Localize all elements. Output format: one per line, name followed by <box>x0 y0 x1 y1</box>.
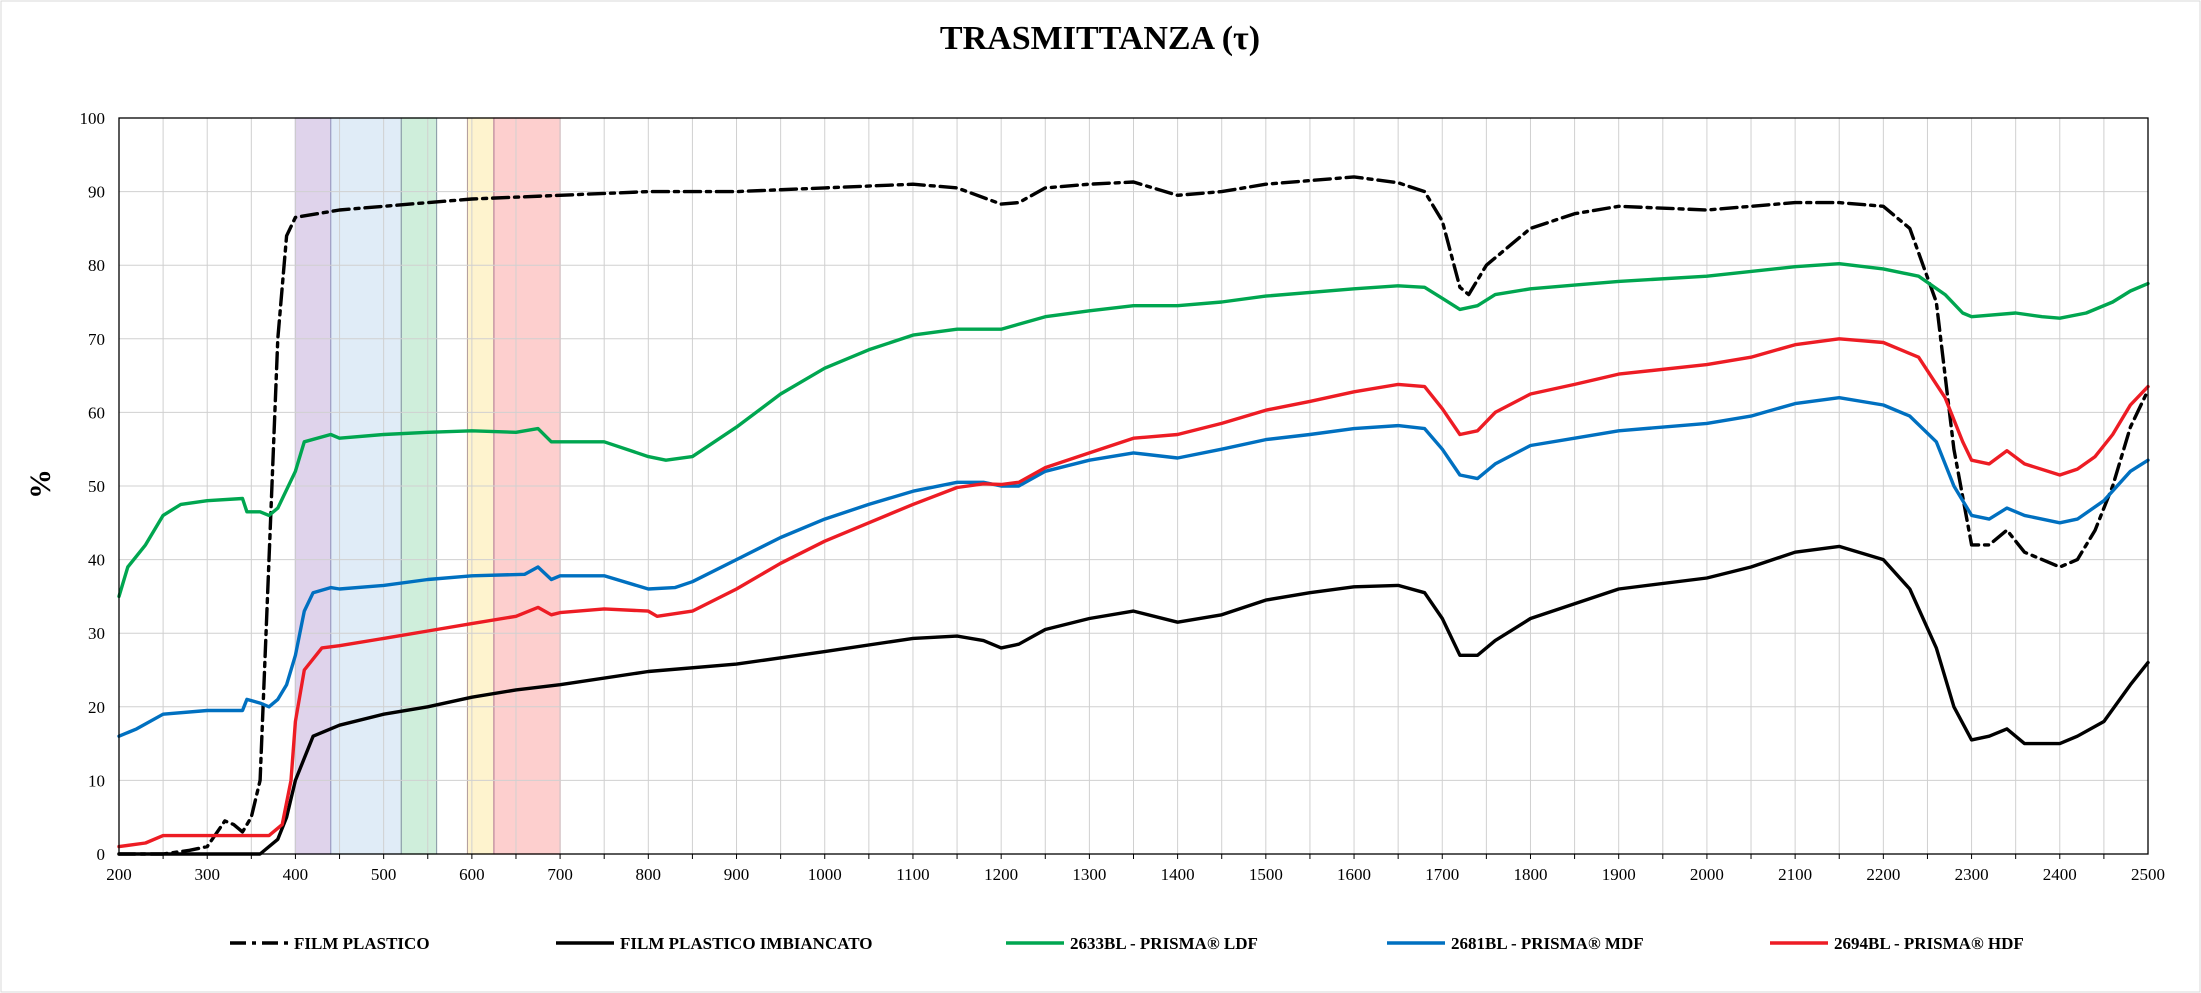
x-tick-label: 900 <box>724 865 750 884</box>
y-axis-label: % <box>24 469 57 499</box>
y-tick-label: 50 <box>88 477 105 496</box>
axes <box>118 117 2149 859</box>
legend-label-3: 2681BL - PRISMA® MDF <box>1451 934 1644 953</box>
x-tick-label: 300 <box>194 865 220 884</box>
x-tick-label: 1600 <box>1337 865 1371 884</box>
legend-label-1: FILM PLASTICO IMBIANCATO <box>620 934 873 953</box>
series-line-4 <box>117 337 2150 849</box>
series-line-1 <box>117 544 2150 856</box>
x-axis-ticks: 200 300 400 500 600 700 800 900 1000 1100 1200 1300… <box>106 865 2165 884</box>
legend-label-4: 2694BL - PRISMA® HDF <box>1834 934 2024 953</box>
x-tick-label: 400 <box>283 865 309 884</box>
x-tick-label: 1900 <box>1602 865 1636 884</box>
x-tick-label: 200 <box>106 865 132 884</box>
y-axis-ticks: 0 10 20 30 40 50 60 70 80 90 100 <box>80 109 106 864</box>
legend-label-2: 2633BL - PRISMA® LDF <box>1070 934 1258 953</box>
x-tick-label: 1500 <box>1249 865 1283 884</box>
series-line-0 <box>117 175 2150 856</box>
x-tick-label: 2400 <box>2043 865 2077 884</box>
y-tick-label: 20 <box>88 698 105 717</box>
x-tick-label: 2000 <box>1690 865 1724 884</box>
y-tick-label: 70 <box>88 330 105 349</box>
y-tick-label: 60 <box>88 403 105 422</box>
x-tick-label: 600 <box>459 865 485 884</box>
y-tick-label: 40 <box>88 551 105 570</box>
y-tick-label: 80 <box>88 256 105 275</box>
x-tick-label: 1000 <box>808 865 842 884</box>
x-tick-label: 2500 <box>2131 865 2165 884</box>
x-tick-label: 2300 <box>1955 865 1989 884</box>
y-tick-label: 90 <box>88 183 105 202</box>
x-tick-label: 1700 <box>1425 865 1459 884</box>
x-tick-label: 500 <box>371 865 397 884</box>
x-tick-label: 1100 <box>896 865 929 884</box>
x-tick-label: 2100 <box>1778 865 1812 884</box>
x-tick-label: 2200 <box>1866 865 1900 884</box>
legend-label-0: FILM PLASTICO <box>294 934 430 953</box>
legend: FILM PLASTICO FILM PLASTICO IMBIANCATO 263… <box>230 934 2024 953</box>
series-group <box>117 175 2150 856</box>
chart-title: TRASMITTANZA (τ) <box>940 20 1260 57</box>
x-tick-label: 1800 <box>1513 865 1547 884</box>
series-line-2 <box>117 262 2150 599</box>
y-tick-label: 0 <box>97 845 106 864</box>
x-tick-label: 700 <box>547 865 573 884</box>
x-tick-label: 1300 <box>1072 865 1106 884</box>
series-line-3 <box>117 396 2150 738</box>
x-tick-label: 1400 <box>1161 865 1195 884</box>
y-tick-label: 100 <box>80 109 106 128</box>
x-tick-label: 800 <box>636 865 662 884</box>
x-tick-label: 1200 <box>984 865 1018 884</box>
y-tick-label: 10 <box>88 771 105 790</box>
y-tick-label: 30 <box>88 624 105 643</box>
